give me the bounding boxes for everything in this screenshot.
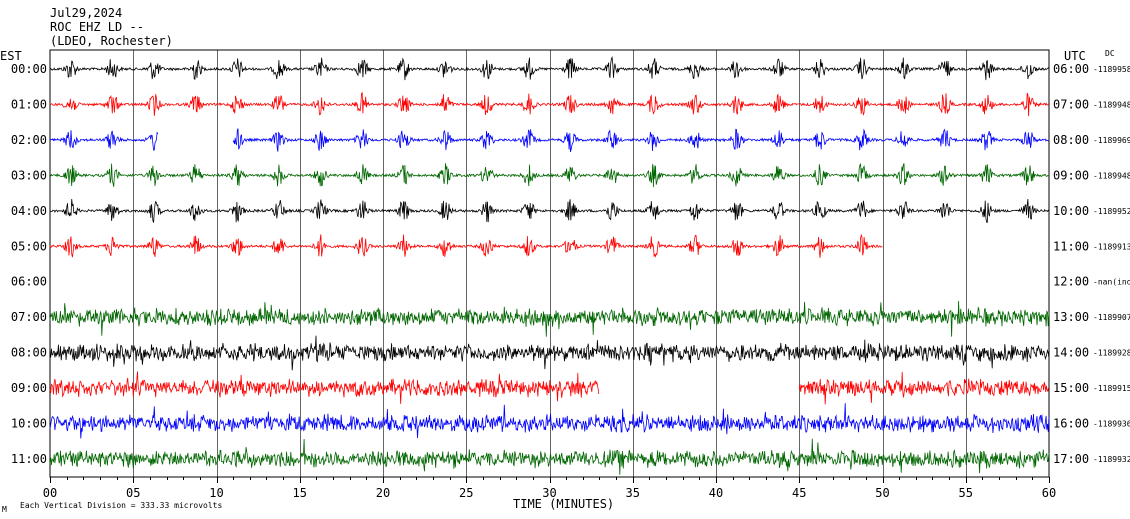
left-zone-label: EST — [0, 49, 22, 63]
est-label-07:00: 07:00 — [11, 310, 47, 324]
est-label-01:00: 01:00 — [11, 97, 47, 111]
trace-08:00-seg0 — [49, 335, 1050, 371]
dc-value-07:00: -1189948 — [1093, 100, 1130, 109]
x-tick-label-05: 05 — [126, 486, 140, 500]
utc-label-07:00: 07:00 — [1053, 97, 1089, 111]
corner-mark: M — [2, 505, 7, 514]
right-zone-label: UTC — [1064, 49, 1086, 63]
dc-value-17:00: -1189932 — [1093, 455, 1130, 464]
x-tick-label-50: 50 — [875, 486, 889, 500]
x-tick-label-10: 10 — [209, 486, 223, 500]
dc-label: DC — [1105, 49, 1115, 58]
utc-label-16:00: 16:00 — [1053, 417, 1089, 431]
utc-label-06:00: 06:00 — [1053, 62, 1089, 76]
dc-value-12:00: -nan(ind — [1093, 278, 1130, 287]
x-tick-label-25: 25 — [459, 486, 473, 500]
dc-value-15:00: -1189915 — [1093, 384, 1130, 393]
trace-00:00-seg0 — [49, 56, 1050, 81]
trace-03:00-seg0 — [49, 163, 1050, 188]
est-label-11:00: 11:00 — [11, 452, 47, 466]
trace-01:00-seg0 — [49, 91, 1050, 117]
x-tick-label-30: 30 — [542, 486, 556, 500]
dc-value-14:00: -1189928 — [1093, 349, 1130, 358]
est-label-02:00: 02:00 — [11, 133, 47, 147]
x-tick-label-55: 55 — [959, 486, 973, 500]
utc-label-09:00: 09:00 — [1053, 168, 1089, 182]
dc-value-16:00: -1189936 — [1093, 420, 1130, 429]
x-axis-label: TIME (MINUTES) — [513, 497, 615, 511]
utc-label-14:00: 14:00 — [1053, 346, 1089, 360]
trace-09:00-seg0 — [49, 371, 600, 404]
x-tick-label-40: 40 — [709, 486, 723, 500]
header-station: ROC EHZ LD -- — [50, 20, 144, 34]
trace-10:00-seg0 — [49, 403, 1050, 439]
dc-value-08:00: -1189969 — [1093, 136, 1130, 145]
utc-label-17:00: 17:00 — [1053, 452, 1089, 466]
est-label-06:00: 06:00 — [11, 275, 47, 289]
utc-label-10:00: 10:00 — [1053, 204, 1089, 218]
est-label-05:00: 05:00 — [11, 239, 47, 253]
dc-value-10:00: -1189952 — [1093, 207, 1130, 216]
utc-label-15:00: 15:00 — [1053, 381, 1089, 395]
x-tick-label-20: 20 — [376, 486, 390, 500]
trace-07:00-seg0 — [49, 300, 1050, 337]
utc-label-08:00: 08:00 — [1053, 133, 1089, 147]
header-date: Jul29,2024 — [50, 6, 123, 20]
dc-value-11:00: -1189913 — [1093, 242, 1130, 251]
utc-label-12:00: 12:00 — [1053, 275, 1089, 289]
dc-value-13:00: -1189907 — [1093, 313, 1130, 322]
trace-05:00-seg0 — [49, 233, 883, 258]
est-label-03:00: 03:00 — [11, 168, 47, 182]
x-tick-label-60: 60 — [1042, 486, 1056, 500]
utc-label-11:00: 11:00 — [1053, 239, 1089, 253]
header-network: (LDEO, Rochester) — [50, 34, 173, 48]
dc-value-06:00: -1189958 — [1093, 65, 1130, 74]
x-tick-label-15: 15 — [293, 486, 307, 500]
trace-02:00-seg1 — [232, 128, 1049, 152]
est-label-10:00: 10:00 — [11, 417, 47, 431]
est-label-09:00: 09:00 — [11, 381, 47, 395]
trace-02:00-seg0 — [49, 130, 159, 151]
trace-11:00-seg0 — [49, 438, 1050, 475]
plot-frame — [49, 49, 1050, 478]
utc-label-13:00: 13:00 — [1053, 310, 1089, 324]
est-label-00:00: 00:00 — [11, 62, 47, 76]
x-tick-label-45: 45 — [792, 486, 806, 500]
x-tick-label-00: 00 — [43, 486, 57, 500]
scale-note: Each Vertical Division = 333.33 microvol… — [20, 501, 223, 510]
est-label-04:00: 04:00 — [11, 204, 47, 218]
est-label-08:00: 08:00 — [11, 346, 47, 360]
trace-09:00-seg1 — [798, 371, 1049, 405]
x-tick-label-35: 35 — [626, 486, 640, 500]
dc-value-09:00: -1189948 — [1093, 171, 1130, 180]
trace-04:00-seg0 — [49, 199, 1050, 223]
